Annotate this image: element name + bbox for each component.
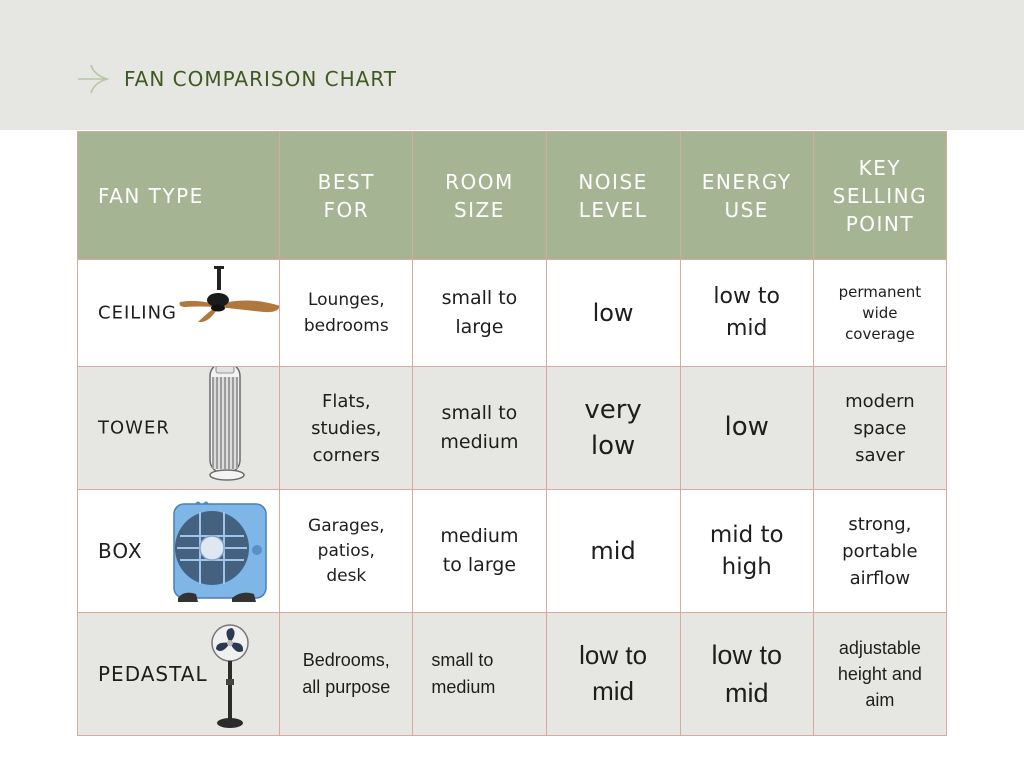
ceiling-fan-icon xyxy=(174,266,279,326)
table-row-tower: TOWER Flats, studies, co xyxy=(76,366,948,490)
fan-type-label: TOWER xyxy=(98,417,170,439)
table-row-pedestal: PEDASTAL Bedrooms, all purpose small xyxy=(76,612,948,736)
key-selling-point-cell: modern space saver xyxy=(812,366,948,490)
room-size-cell: small to medium xyxy=(412,366,547,490)
energy-use-cell: low to mid xyxy=(679,259,814,367)
noise-level-cell: mid xyxy=(545,489,681,613)
box-fan-icon xyxy=(172,500,268,610)
page-header: FAN COMPARISON CHART xyxy=(76,62,397,96)
noise-level-cell: low xyxy=(545,259,681,367)
fan-type-cell: PEDASTAL xyxy=(76,612,281,736)
fan-type-label: PEDASTAL xyxy=(98,662,208,686)
best-for-cell: Lounges, bedrooms xyxy=(279,259,414,367)
fan-type-label: CEILING xyxy=(98,302,177,324)
fan-type-cell: BOX xyxy=(76,489,281,613)
column-header-room-size: ROOM SIZE xyxy=(412,131,547,260)
fan-type-cell: CEILING xyxy=(76,259,281,367)
noise-level-cell: low to mid xyxy=(545,612,681,736)
energy-use-cell: low xyxy=(679,366,814,490)
best-for-cell: Bedrooms, all purpose xyxy=(279,612,414,736)
arrow-icon xyxy=(76,62,110,96)
column-header-noise-level: NOISE LEVEL xyxy=(545,131,681,260)
pedestal-fan-icon xyxy=(208,623,252,733)
column-header-key-selling-point: KEY SELLING POINT xyxy=(812,131,948,260)
fan-type-cell: TOWER xyxy=(76,366,281,490)
key-selling-point-cell: adjustable height and aim xyxy=(812,612,948,736)
key-selling-point-cell: permanent wide coverage xyxy=(812,259,948,367)
best-for-cell: Garages, patios, desk xyxy=(279,489,414,613)
column-header-best-for: BEST FOR xyxy=(279,131,414,260)
table-row-box: BOX xyxy=(76,489,948,613)
page-title: FAN COMPARISON CHART xyxy=(124,67,397,91)
energy-use-cell: mid to high xyxy=(679,489,814,613)
room-size-cell: medium to large xyxy=(412,489,547,613)
header-band xyxy=(0,0,1024,130)
best-for-cell: Flats, studies, corners xyxy=(279,366,414,490)
room-size-cell: small to large xyxy=(412,259,547,367)
energy-use-cell: low to mid xyxy=(679,612,814,736)
fan-type-label: BOX xyxy=(98,539,143,563)
table-row-ceiling: CEILING Lounges, bedrooms small to large… xyxy=(76,259,948,367)
column-header-energy-use: ENERGY USE xyxy=(679,131,814,260)
comparison-table: FAN TYPE BEST FOR ROOM SIZE NOISE LEVEL … xyxy=(76,131,948,736)
tower-fan-icon xyxy=(206,367,248,488)
key-selling-point-cell: strong, portable airflow xyxy=(812,489,948,613)
room-size-cell: small to medium xyxy=(412,612,547,736)
column-header-fan-type: FAN TYPE xyxy=(76,131,281,260)
noise-level-cell: very low xyxy=(545,366,681,490)
header-row: FAN TYPE BEST FOR ROOM SIZE NOISE LEVEL … xyxy=(76,131,948,260)
